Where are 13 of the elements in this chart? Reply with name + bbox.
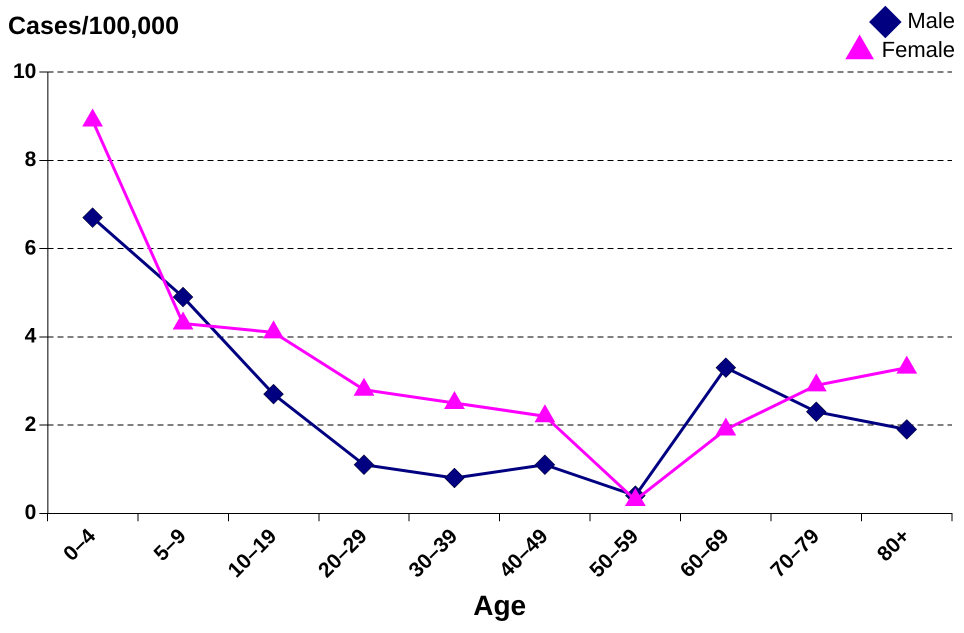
x-tick-label: 80+ (872, 524, 914, 566)
legend-label: Female (882, 37, 955, 62)
x-tick-label: 0–4 (59, 524, 100, 566)
y-axis-title: Cases/100,000 (8, 12, 179, 41)
x-axis-title: Age (473, 590, 526, 621)
y-tick-label: 8 (24, 148, 37, 172)
legend-label: Male (907, 8, 956, 34)
y-tick-label: 0 (24, 501, 36, 524)
y-tick-label: 4 (24, 324, 37, 348)
x-tick-label: 5–9 (150, 524, 191, 566)
y-tick-label: 6 (24, 236, 36, 260)
y-tick-label: 10 (13, 60, 36, 83)
y-tick-label: 2 (24, 412, 36, 436)
